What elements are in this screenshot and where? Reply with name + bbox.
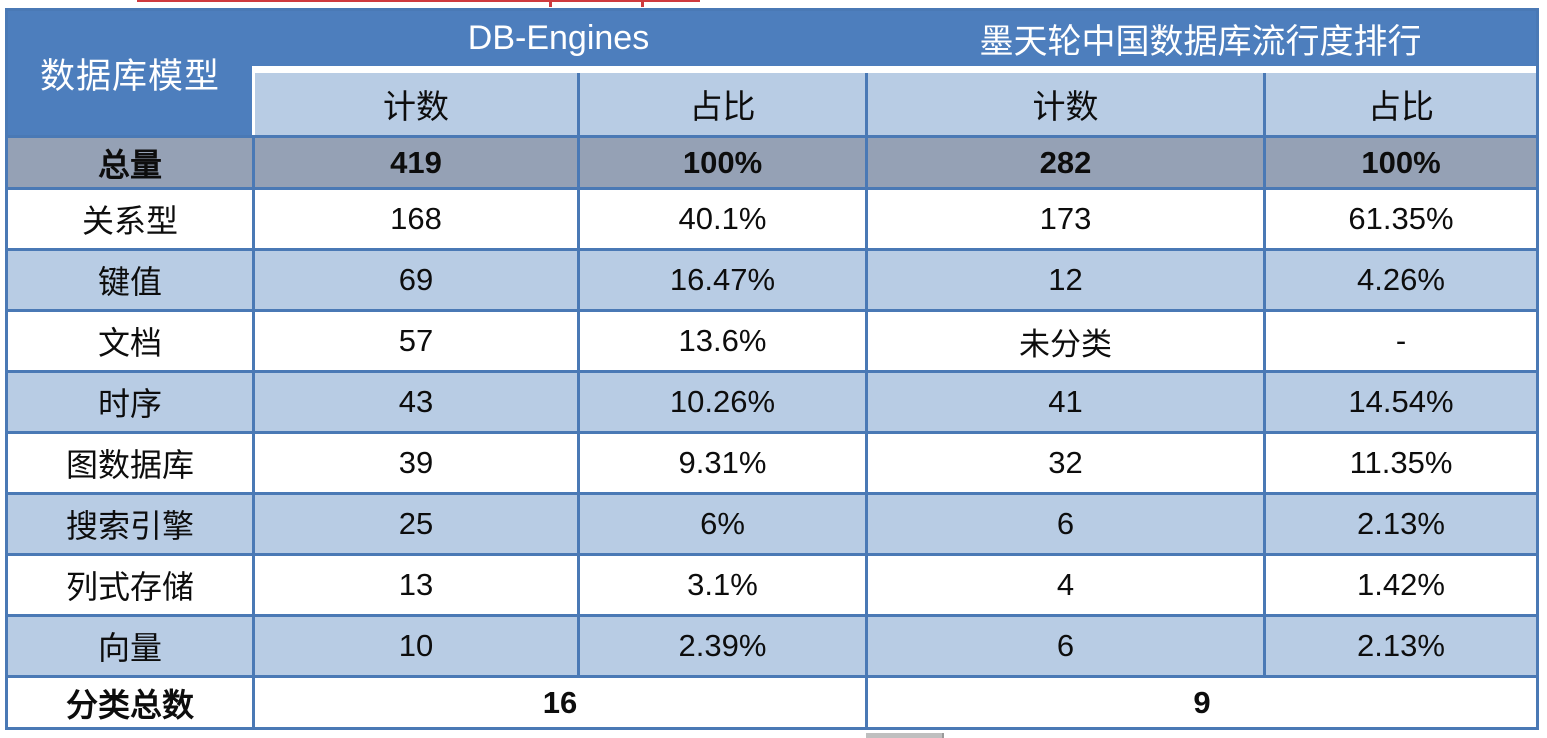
cell-value: 168: [252, 187, 577, 248]
cell-value: 9.31%: [577, 431, 865, 492]
cell-value: 10: [252, 614, 577, 675]
cell-value: 57: [252, 309, 577, 370]
subheader-modb-share: 占比: [1263, 73, 1536, 135]
footer-total-modb: 9: [865, 675, 1536, 727]
cell-value: 6: [865, 614, 1263, 675]
cell-value: 4: [865, 553, 1263, 614]
subheader-db-count: 计数: [252, 73, 577, 135]
row-label: 图数据库: [8, 431, 252, 492]
cell-value: 16.47%: [577, 248, 865, 309]
row-label: 总量: [8, 135, 252, 187]
cell-value: 32: [865, 431, 1263, 492]
cell-value: 10.26%: [577, 370, 865, 431]
cell-value: 14.54%: [1263, 370, 1536, 431]
cell-value: 1.42%: [1263, 553, 1536, 614]
cell-value: 未分类: [865, 309, 1263, 370]
cell-value: 2.39%: [577, 614, 865, 675]
cell-value: 2.13%: [1263, 492, 1536, 553]
cell-value: 41: [865, 370, 1263, 431]
cell-value: 69: [252, 248, 577, 309]
cell-value: 61.35%: [1263, 187, 1536, 248]
cell-value: 173: [865, 187, 1263, 248]
cell-value: 39: [252, 431, 577, 492]
cell-value: 11.35%: [1263, 431, 1536, 492]
cell-value: 13: [252, 553, 577, 614]
red-annotation-line: [137, 0, 700, 2]
cell-value: 419: [252, 135, 577, 187]
row-label: 时序: [8, 370, 252, 431]
corner-header-cell: 数据库模型: [8, 11, 252, 135]
cell-value: 100%: [577, 135, 865, 187]
cell-value: -: [1263, 309, 1536, 370]
row-label: 向量: [8, 614, 252, 675]
cell-value: 282: [865, 135, 1263, 187]
row-label: 搜索引擎: [8, 492, 252, 553]
red-annotation-tick: [641, 0, 644, 7]
row-label: 键值: [8, 248, 252, 309]
cell-value: 12: [865, 248, 1263, 309]
subheader-modb-count: 计数: [865, 73, 1263, 135]
cell-value: 43: [252, 370, 577, 431]
group-header-modb: 墨天轮中国数据库流行度排行: [865, 11, 1536, 73]
cell-value: 3.1%: [577, 553, 865, 614]
footer-label: 分类总数: [8, 675, 252, 727]
subheader-db-share: 占比: [577, 73, 865, 135]
red-annotation-tick: [549, 0, 552, 7]
cell-value: 100%: [1263, 135, 1536, 187]
database-model-comparison-table: 数据库模型 DB-Engines 墨天轮中国数据库流行度排行 计数 占比 计数 …: [5, 8, 1539, 730]
cell-value: 13.6%: [577, 309, 865, 370]
scrollbar-thumb-artifact: [866, 733, 944, 738]
footer-total-db-engines: 16: [252, 675, 865, 727]
row-label: 关系型: [8, 187, 252, 248]
cell-value: 2.13%: [1263, 614, 1536, 675]
group-header-db-engines: DB-Engines: [252, 11, 865, 73]
cell-value: 4.26%: [1263, 248, 1536, 309]
row-label: 文档: [8, 309, 252, 370]
cell-value: 25: [252, 492, 577, 553]
cell-value: 6: [865, 492, 1263, 553]
cell-value: 6%: [577, 492, 865, 553]
cell-value: 40.1%: [577, 187, 865, 248]
row-label: 列式存储: [8, 553, 252, 614]
